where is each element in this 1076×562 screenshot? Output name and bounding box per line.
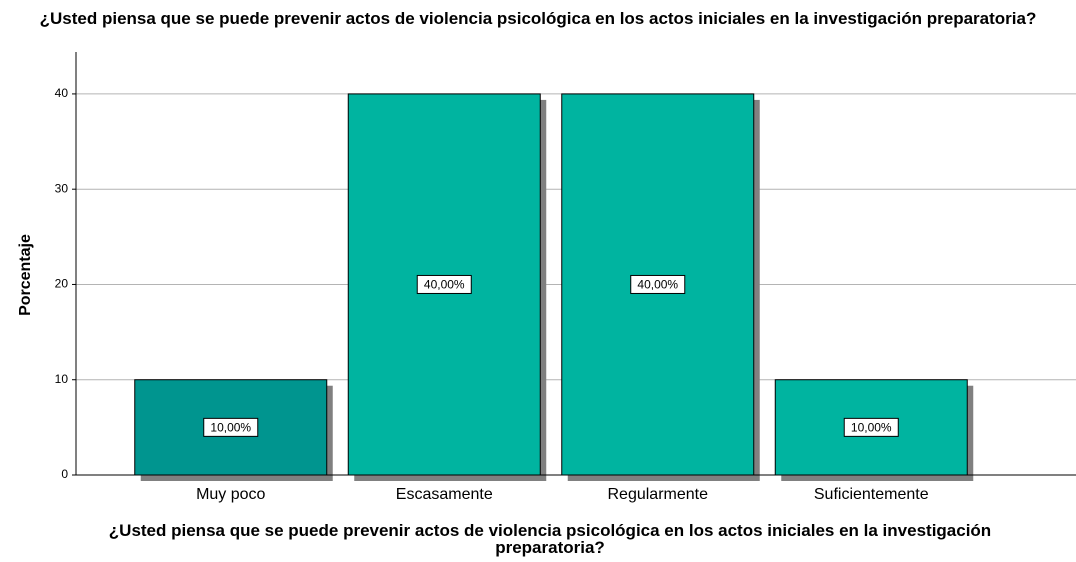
value-label: 40,00% [637,278,678,292]
y-tick-label: 20 [55,277,69,291]
y-tick-label: 0 [61,467,68,481]
y-axis-label: Porcentaje [17,234,34,316]
y-tick-label: 10 [55,372,69,386]
x-axis-label: ¿Usted piensa que se puede prevenir acto… [108,521,992,557]
x-tick-label: Suficientemente [814,486,929,503]
y-tick-label: 40 [55,86,69,100]
x-tick-label: Muy poco [196,486,265,503]
value-label: 10,00% [210,421,251,435]
value-label-box [843,417,899,437]
value-label-box [416,274,472,294]
x-tick-label: Regularmente [608,486,709,503]
value-label-box [630,274,686,294]
y-tick-label: 30 [55,181,69,195]
chart-title: ¿Usted piensa que se puede prevenir acto… [39,9,1037,28]
value-label-box [203,417,259,437]
value-label: 10,00% [851,421,892,435]
value-label: 40,00% [424,278,465,292]
x-tick-label: Escasamente [396,486,493,503]
chart: Porcentaje 0 10 20 30 40 10,00% Muy poco 40,00%… [17,52,1076,503]
